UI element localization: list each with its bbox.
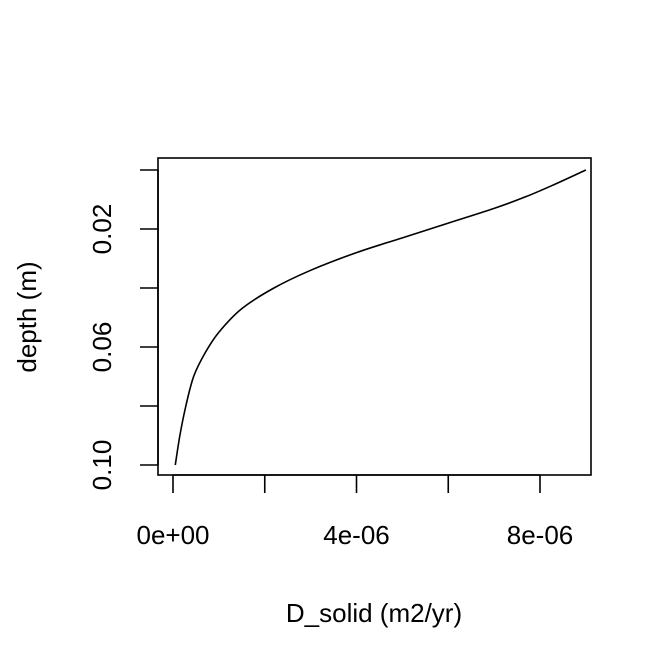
y-ticks: 0.02 0.06 0.10 bbox=[87, 169, 158, 491]
plot-frame bbox=[157, 157, 592, 476]
y-tick-label: 0.02 bbox=[87, 204, 117, 255]
x-axis-title: D_solid (m2/yr) bbox=[286, 598, 462, 628]
x-ticks: 0e+00 4e-06 8e-06 bbox=[136, 475, 573, 550]
y-axis-title: depth (m) bbox=[12, 261, 42, 372]
series-layer bbox=[174, 169, 587, 466]
x-tick-label: 4e-06 bbox=[323, 520, 390, 550]
series-line bbox=[174, 169, 587, 466]
y-tick-label: 0.10 bbox=[87, 440, 117, 491]
y-tick-label: 0.06 bbox=[87, 322, 117, 373]
x-tick-label: 0e+00 bbox=[136, 520, 209, 550]
x-tick-label: 8e-06 bbox=[507, 520, 574, 550]
